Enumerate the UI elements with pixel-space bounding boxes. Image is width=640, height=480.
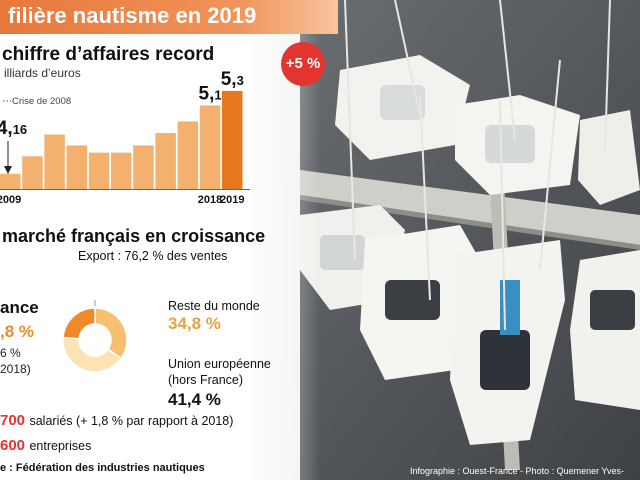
employees-number: 700 (0, 412, 26, 429)
bar-2010 (22, 156, 43, 189)
growth-badge: +5 % (281, 42, 325, 86)
data-label-2018: 5,1 (199, 83, 222, 104)
source-note: e : Fédération des industries nautiques (0, 462, 205, 474)
tick-label-2009: 2009 (0, 194, 21, 206)
stat-employees: 700 salariés (+ 1,8 % par rapport à 2018… (0, 412, 233, 430)
eu-label: Union européenne (168, 357, 271, 371)
donut-slice-union-europ-enne-hors-france- (62, 336, 123, 373)
data-label-2009: 4,16 (0, 118, 27, 139)
france-label: ance (0, 298, 39, 317)
bar-2012 (66, 145, 88, 189)
bar-2009 (0, 173, 21, 189)
bar-2013 (88, 152, 110, 189)
stat-companies: 600 entreprises (0, 437, 91, 455)
companies-number: 600 (0, 437, 26, 454)
bar-2017 (177, 121, 199, 189)
boat-5 (360, 225, 480, 380)
france-sub-value: 6 % (0, 346, 21, 360)
boat-7 (570, 250, 640, 410)
eu-pct: 41,4 % (168, 390, 221, 409)
boat-3 (578, 110, 640, 205)
market-title: marché français en croissance (2, 226, 266, 246)
bar-2014 (111, 152, 132, 189)
photo-credit: Infographie : Ouest-France - Photo : Que… (410, 466, 624, 476)
tick-label-2019: 2019 (220, 194, 244, 206)
eu-label-sub: (hors France) (168, 373, 244, 387)
france-sub-year: 2018) (0, 362, 31, 376)
revenue-title: chiffre d’affaires record (2, 44, 215, 65)
bar-2015 (133, 145, 154, 189)
donut-slice-france (62, 307, 96, 340)
bar-2016 (155, 133, 176, 189)
title-band (0, 0, 338, 34)
bar-2019 (222, 90, 243, 189)
revenue-unit: illiards d’euros (4, 66, 81, 80)
rest-of-world-pct: 34,8 % (168, 314, 221, 333)
market-donut-chart (62, 300, 128, 373)
companies-text: entreprises (29, 439, 92, 453)
tick-label-2018: 2018 (198, 194, 222, 206)
data-label-2019: 5,3 (221, 69, 244, 90)
employees-text: salariés (+ 1,8 % par rapport à 2018) (29, 414, 234, 428)
infographic-title: filière nautisme en 2019 (8, 3, 257, 28)
bar-2018 (199, 105, 221, 189)
france-pct: ,8 % (0, 322, 35, 341)
bar-2011 (44, 134, 65, 189)
masts (344, 0, 611, 331)
rest-of-world-label: Reste du monde (168, 299, 260, 313)
boat-6 (450, 240, 565, 445)
crisis-arrow-head (4, 166, 12, 174)
crisis-note: Crise de 2008 (12, 96, 72, 107)
export-label: Export : 76,2 % des ventes (78, 249, 228, 263)
boat-1 (335, 55, 470, 160)
